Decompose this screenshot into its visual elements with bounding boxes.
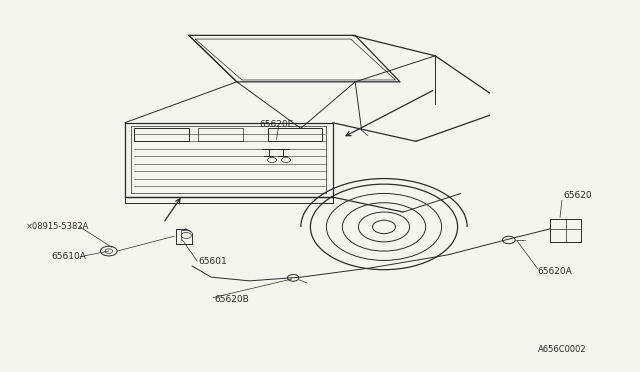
Bar [134, 128, 189, 141]
Text: 65601: 65601 [198, 257, 227, 266]
Text: 65610A: 65610A [51, 252, 86, 261]
Text: 65620E: 65620E [259, 120, 294, 129]
Text: 65620B: 65620B [214, 295, 249, 304]
Text: ×08915-5382A: ×08915-5382A [26, 222, 89, 231]
Text: A656C0002: A656C0002 [538, 345, 586, 354]
Text: 65620: 65620 [563, 191, 592, 200]
Bar [550, 219, 581, 242]
Bar [268, 128, 322, 141]
Text: 65620A: 65620A [538, 267, 572, 276]
